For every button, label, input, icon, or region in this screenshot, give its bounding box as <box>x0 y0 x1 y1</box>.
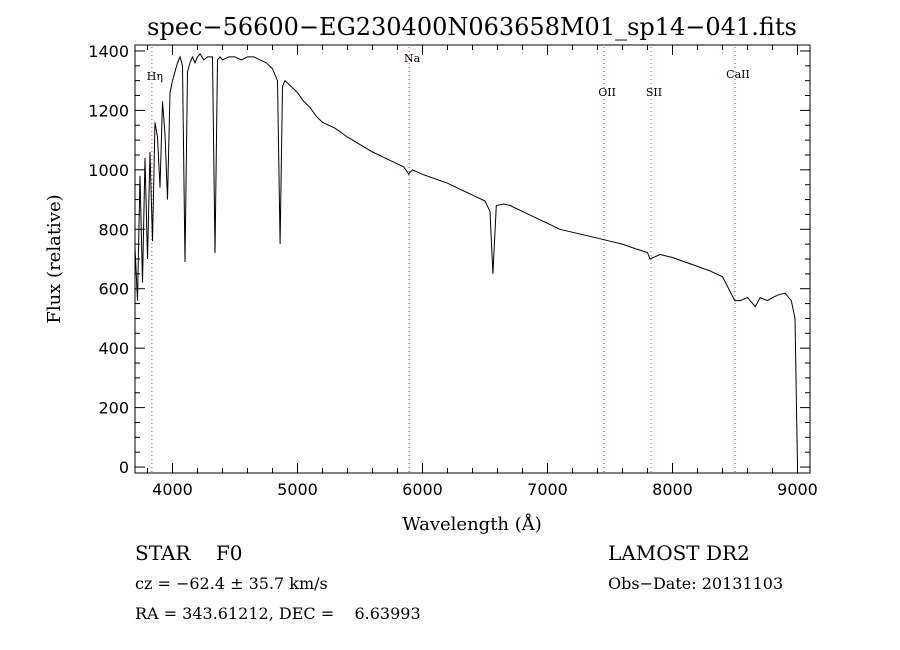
y-tick-label: 600 <box>98 280 129 299</box>
plot-frame <box>134 44 811 474</box>
object-class: STAR F0 <box>135 541 243 565</box>
chart-title: spec−56600−EG230400N063658M01_sp14−041.f… <box>147 13 797 41</box>
x-tick-label: 7000 <box>527 480 568 499</box>
y-tick-label: 200 <box>98 399 129 418</box>
spectrum-line <box>134 53 798 468</box>
y-tick-label: 0 <box>119 458 129 477</box>
survey-name: LAMOST DR2 <box>608 541 750 565</box>
y-tick-label: 1400 <box>88 42 129 61</box>
y-tick-label: 1000 <box>88 161 129 180</box>
y-tick-label: 400 <box>98 339 129 358</box>
x-tick-label: 4000 <box>152 480 193 499</box>
x-tick-label: 6000 <box>402 480 443 499</box>
spectral-line-label: CaII <box>726 68 750 81</box>
spectral-line-label: OII <box>598 86 616 99</box>
y-tick-label: 800 <box>98 220 129 239</box>
spectral-line-label: Hη <box>147 70 163 83</box>
x-tick-label: 9000 <box>777 480 818 499</box>
x-tick-label: 8000 <box>652 480 693 499</box>
obs-date: Obs−Date: 20131103 <box>608 574 784 593</box>
spectral-line-label: SII <box>646 86 662 99</box>
y-tick-label: 1200 <box>88 101 129 120</box>
redshift-cz: cz = −62.4 ± 35.7 km/s <box>135 574 328 593</box>
spectral-line-label: Na <box>404 52 421 65</box>
x-axis-label: Wavelength (Å) <box>402 513 542 535</box>
ra-dec: RA = 343.61212, DEC = 6.63993 <box>135 604 421 623</box>
y-axis-label: Flux (relative) <box>44 194 65 323</box>
x-tick-label: 5000 <box>277 480 318 499</box>
